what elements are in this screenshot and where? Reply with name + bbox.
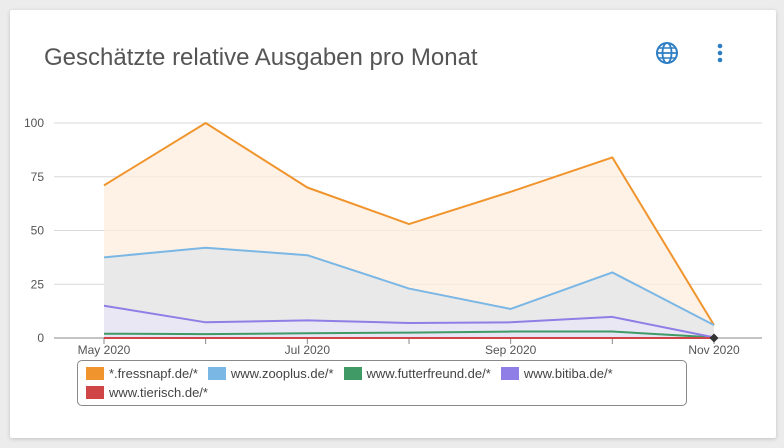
y-tick-label: 0 — [37, 331, 44, 345]
legend-swatch — [86, 367, 104, 380]
y-tick-label: 50 — [31, 224, 45, 238]
legend-item[interactable]: www.zooplus.de/* — [207, 364, 334, 383]
globe-icon — [656, 42, 678, 64]
legend-item[interactable]: www.tierisch.de/* — [86, 383, 208, 402]
area-chart: 0 25 50 75 100 May 2020 Jul 2020 Sep 2020 Nov 20… — [24, 116, 762, 357]
legend-label: www.tierisch.de/* — [109, 385, 208, 400]
series-line — [103, 304, 715, 339]
series-line — [103, 122, 715, 326]
chart-title: Geschätzte relative Ausgaben pro Monat — [44, 44, 478, 71]
legend-item[interactable]: *.fressnapf.de/* — [86, 364, 198, 383]
legend-swatch — [343, 367, 362, 380]
legend-item[interactable]: www.futterfreund.de/* — [343, 364, 491, 383]
legend-label: *.fressnapf.de/* — [109, 366, 198, 381]
y-tick-label: 100 — [24, 116, 44, 130]
x-tick-label: Nov 2020 — [688, 343, 740, 357]
x-tick-label: Jul 2020 — [285, 343, 331, 357]
globe-button[interactable] — [652, 38, 682, 68]
hover-marker — [709, 333, 719, 343]
legend-label: www.futterfreund.de/* — [366, 366, 491, 381]
y-tick-label: 25 — [31, 277, 45, 291]
legend-swatch — [86, 386, 104, 399]
legend-item[interactable]: www.bitiba.de/* — [500, 364, 613, 383]
more-vertical-icon — [717, 43, 723, 63]
series-area — [104, 247, 714, 338]
legend-swatch — [500, 367, 519, 380]
series-line — [103, 246, 715, 326]
x-tick-label: Sep 2020 — [485, 343, 537, 357]
legend-swatch — [207, 367, 226, 380]
series-line — [103, 330, 715, 339]
legend-label: www.zooplus.de/* — [230, 366, 334, 381]
chart-legend: *.fressnapf.de/* www.zooplus.de/* www.futt… — [77, 360, 687, 406]
legend-label: www.bitiba.de/* — [523, 366, 613, 381]
y-tick-label: 75 — [31, 170, 45, 184]
more-options-button[interactable] — [708, 38, 732, 68]
x-tick-label: May 2020 — [78, 343, 131, 357]
series-area — [104, 305, 714, 338]
